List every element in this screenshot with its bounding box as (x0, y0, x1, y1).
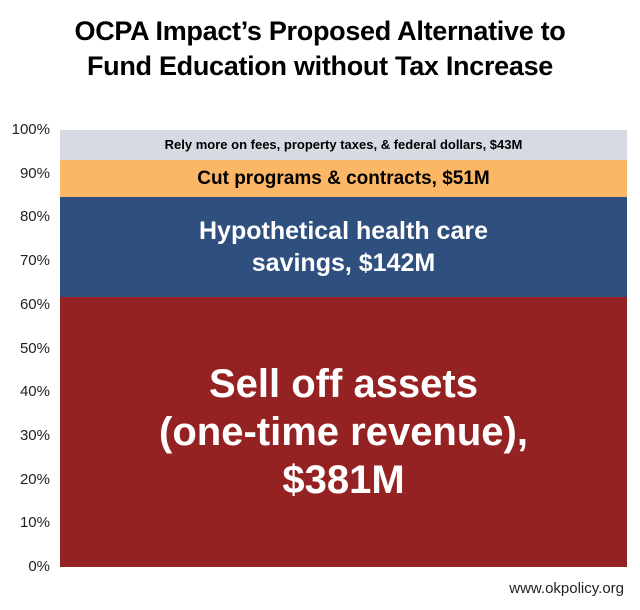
segment-label-line: savings, $142M (251, 248, 436, 277)
chart-title: OCPA Impact’s Proposed Alternative to Fu… (0, 14, 640, 84)
bar-segment: Hypothetical health care savings, $142M (60, 196, 627, 298)
segment-label-line: (one-time revenue), (159, 410, 528, 455)
segment-label: Sell off assets (one-time revenue), $381M (159, 360, 528, 504)
y-tick-label: 60% (19, 295, 50, 313)
y-tick-label: 90% (19, 164, 50, 182)
y-tick-label: 80% (19, 208, 50, 226)
segment-label-line: Sell off assets (208, 362, 478, 407)
y-tick-label: 10% (19, 514, 50, 532)
segment-label-line: Rely more on fees, property taxes, & fed… (164, 137, 523, 153)
segment-label-line: Cut programs & contracts, $51M (197, 167, 490, 189)
stacked-bar-plot: Sell off assets (one-time revenue), $381M H… (60, 130, 627, 567)
bar-segment: Sell off assets (one-time revenue), $381M (60, 297, 627, 567)
chart-title-line-2: Fund Education without Tax Increase (86, 51, 554, 81)
segment-label: Rely more on fees, property taxes, & fed… (165, 137, 523, 153)
segment-label-line: $381M (282, 458, 405, 503)
segment-label: Hypothetical health care savings, $142M (199, 215, 488, 279)
y-tick-label: 30% (19, 426, 50, 444)
segment-label-line: Hypothetical health care (199, 216, 488, 245)
y-tick-label: 100% (11, 121, 50, 138)
y-tick-label: 70% (19, 252, 50, 270)
y-tick-label: 50% (19, 339, 50, 357)
y-tick-label: 20% (19, 470, 50, 488)
y-tick-label: 0% (28, 558, 50, 575)
y-tick-label: 40% (19, 383, 50, 401)
bar-segment: Cut programs & contracts, $51M (60, 160, 627, 197)
bar-segment: Rely more on fees, property taxes, & fed… (60, 130, 627, 161)
source-url: www.okpolicy.org (509, 580, 624, 597)
chart-title-line-1: OCPA Impact’s Proposed Alternative to (74, 16, 566, 46)
segment-label: Cut programs & contracts, $51M (197, 168, 489, 190)
